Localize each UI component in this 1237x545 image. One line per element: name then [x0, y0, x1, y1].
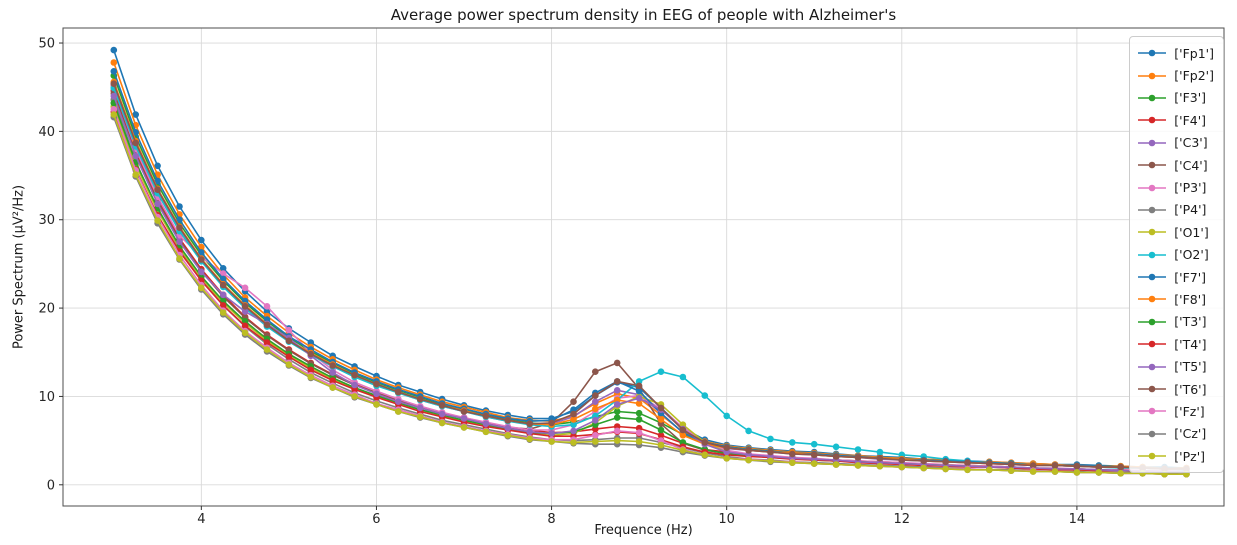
y-tick-label: 50: [38, 37, 55, 52]
legend-label: ['O1']: [1174, 224, 1209, 240]
legend-label: ['F4']: [1174, 112, 1207, 128]
legend-line-marker-icon: [1138, 251, 1167, 259]
series-line-P3: [110, 83, 1190, 475]
x-tick-label: 4: [197, 512, 205, 527]
legend-label: ['C4']: [1174, 157, 1208, 173]
legend-label: ['T5']: [1174, 359, 1207, 375]
axes-spines: [62, 27, 1225, 507]
legend-label: ['Fp2']: [1174, 68, 1214, 84]
series-group: [110, 46, 1190, 478]
series-line-T3: [110, 99, 1190, 476]
legend-line-marker-icon: [1138, 139, 1167, 147]
legend-item-O1: ['O1']: [1137, 221, 1214, 243]
legend-item-P4: ['P4']: [1137, 199, 1214, 221]
legend-item-P3: ['P3']: [1137, 176, 1214, 198]
legend-line-marker-icon: [1138, 452, 1167, 460]
legend-label: ['T4']: [1174, 336, 1207, 352]
legend-item-C3: ['C3']: [1137, 132, 1214, 154]
series-line-C4: [110, 90, 1190, 475]
legend-item-T3: ['T3']: [1137, 311, 1214, 333]
legend-label: ['T3']: [1174, 314, 1207, 330]
legend-line-marker-icon: [1138, 117, 1167, 124]
y-tick-label: 10: [38, 390, 55, 405]
series-line-Fz: [110, 106, 1190, 478]
series-line-Cz: [110, 113, 1190, 478]
legend-item-Fp1: ['Fp1']: [1137, 42, 1214, 64]
y-axis-ticks: 0 10 20 30 40 50: [38, 37, 63, 493]
legend-item-T5: ['T5']: [1137, 355, 1214, 377]
legend-label: ['C3']: [1174, 135, 1208, 151]
legend-item-Fz: ['Fz']: [1137, 400, 1214, 422]
y-axis-label: Power Spectrum (μV²/Hz): [11, 184, 27, 350]
legend-line-marker-icon: [1138, 49, 1167, 57]
legend-item-Pz: ['Pz']: [1137, 445, 1214, 467]
series-line-P4: [110, 96, 1190, 478]
x-tick-label: 6: [372, 512, 380, 527]
series-line-O2: [110, 84, 1190, 474]
series-line-C3: [110, 82, 1190, 473]
legend-item-O2: ['O2']: [1137, 244, 1214, 266]
legend-label: ['Fp1']: [1174, 45, 1214, 61]
legend-label: ['F8']: [1174, 291, 1207, 307]
legend-line-marker-icon: [1138, 229, 1167, 236]
y-tick-label: 0: [47, 478, 55, 493]
legend-item-T6: ['T6']: [1137, 378, 1214, 400]
x-tick-label: 12: [894, 512, 911, 527]
y-tick-label: 30: [38, 213, 55, 228]
x-tick-label: 8: [547, 512, 555, 527]
legend-line-marker-icon: [1138, 161, 1167, 169]
x-axis-ticks: 4 6 8 10 12 14: [197, 506, 1085, 527]
y-tick-label: 40: [38, 125, 55, 140]
series-line-O1: [110, 103, 1190, 476]
legend-line-marker-icon: [1138, 94, 1167, 102]
legend-line-marker-icon: [1138, 206, 1167, 214]
legend-line-marker-icon: [1138, 296, 1167, 303]
legend-line-marker-icon: [1138, 184, 1167, 191]
legend-item-F8: ['F8']: [1137, 288, 1214, 310]
legend-line-marker-icon: [1138, 385, 1167, 393]
legend-item-F3: ['F3']: [1137, 87, 1214, 109]
series-line-F8: [110, 78, 1190, 473]
legend-item-C4: ['C4']: [1137, 154, 1214, 176]
legend-label: ['O2']: [1174, 247, 1209, 263]
legend-line-marker-icon: [1138, 318, 1167, 326]
chart-title: Average power spectrum density in EEG of…: [390, 6, 897, 24]
series-line-F4: [110, 87, 1190, 475]
legend-label: ['Cz']: [1174, 426, 1207, 442]
legend-line-marker-icon: [1138, 363, 1167, 370]
legend-label: ['P4']: [1174, 202, 1207, 218]
series-line-Fp2: [110, 59, 1190, 472]
legend-line-marker-icon: [1138, 430, 1167, 438]
legend-label: ['F3']: [1174, 90, 1207, 106]
legend-item-Cz: ['Cz']: [1137, 423, 1214, 445]
x-tick-label: 14: [1069, 512, 1086, 527]
legend-label: ['Fz']: [1174, 403, 1205, 419]
grid-lines: [63, 28, 1224, 506]
legend-item-T4: ['T4']: [1137, 333, 1214, 355]
series-line-T6: [110, 80, 1190, 473]
series-line-Pz: [110, 111, 1190, 478]
legend-line-marker-icon: [1138, 273, 1167, 281]
legend-item-F7: ['F7']: [1137, 266, 1214, 288]
legend-item-F4: ['F4']: [1137, 109, 1214, 131]
legend-line-marker-icon: [1138, 72, 1167, 79]
legend: ['Fp1'] ['Fp2'] ['F3'] ['F4'] ['C3'] ['C4'] ['…: [1129, 36, 1224, 474]
y-tick-label: 20: [38, 302, 55, 317]
legend-line-marker-icon: [1138, 340, 1167, 348]
legend-label: ['F7']: [1174, 269, 1207, 285]
legend-label: ['P3']: [1174, 180, 1207, 196]
legend-line-marker-icon: [1138, 408, 1167, 415]
legend-label: ['T6']: [1174, 381, 1207, 397]
x-tick-label: 10: [718, 512, 735, 527]
legend-item-Fp2: ['Fp2']: [1137, 64, 1214, 86]
legend-label: ['Pz']: [1174, 448, 1206, 464]
series-line-T4: [110, 108, 1190, 476]
x-axis-label: Frequence (Hz): [594, 523, 693, 538]
